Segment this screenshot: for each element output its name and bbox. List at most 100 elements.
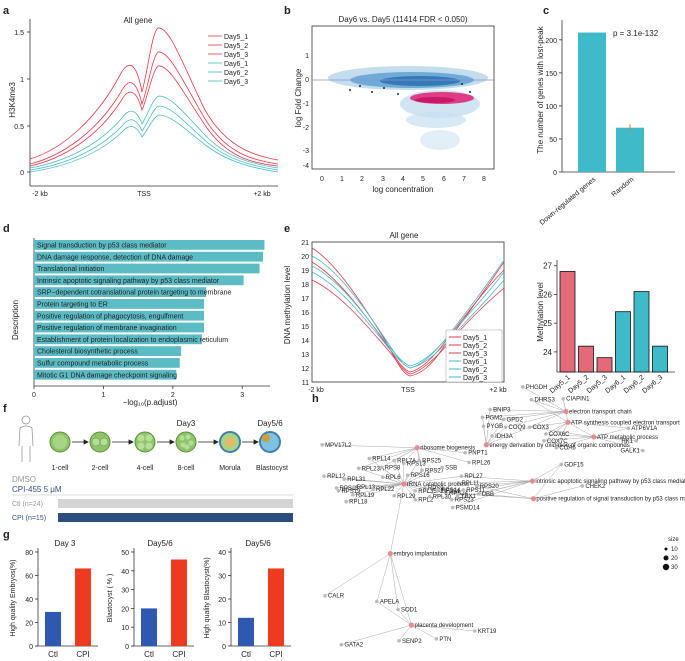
network-label-bnip3: BNIP3 xyxy=(493,408,511,414)
panel-a-line-day6-1 xyxy=(29,95,279,169)
panel-e-xtick-2: +2 kb xyxy=(489,387,506,394)
network-node-rps27 xyxy=(420,468,424,473)
panel-e-line-day5-3 xyxy=(311,279,505,375)
network-label-ybx1: YBX1 xyxy=(461,494,477,500)
g1-bar-0 xyxy=(45,611,61,646)
network-label-eif2s1: EIF2S1 xyxy=(440,489,461,495)
ctl-label: Ctl (n=24) xyxy=(12,501,43,508)
panel-e-line-day6-3 xyxy=(311,271,505,369)
stage-label-3: 8-cell xyxy=(178,465,195,472)
network-node-rps19 xyxy=(336,489,341,493)
network-node-hk1 xyxy=(634,439,638,443)
network-edge-47 xyxy=(403,467,443,485)
network-edge-79 xyxy=(324,553,391,596)
network-node-senp2 xyxy=(397,639,401,643)
panel-b-ytick-4: -3 xyxy=(303,148,309,155)
network-label-rps25: RPS25 xyxy=(422,458,442,464)
d-xtick-2: 2 xyxy=(171,392,175,399)
network-edge-6 xyxy=(505,411,567,428)
d-xtick-3: 3 xyxy=(240,392,244,399)
stage-label-2: 4-cell xyxy=(137,465,154,472)
g3-title: Day5/6 xyxy=(245,539,271,548)
panel-b-xtick-0: 0 xyxy=(320,176,324,183)
network-label-gpd2: GPD2 xyxy=(507,417,524,423)
svg-text:2: 2 xyxy=(360,176,364,183)
svg-text:0: 0 xyxy=(320,176,324,183)
network-label-mpv17l2: MPV17L2 xyxy=(325,443,352,449)
network-label-ssb: SSB xyxy=(445,465,457,471)
svg-text:8: 8 xyxy=(482,176,486,183)
network-label-rps23: RPS23 xyxy=(455,498,475,504)
network-edge-65 xyxy=(461,475,533,482)
network-node-bnip3 xyxy=(488,407,492,412)
network-edge-4 xyxy=(490,409,567,412)
panel-e-legend-0: Day5_1 xyxy=(463,335,487,342)
network-edge-84 xyxy=(397,609,412,626)
c-bar-0 xyxy=(578,32,606,173)
network-edge-12 xyxy=(567,422,594,438)
panel-a-xtick-2: +2 kb xyxy=(253,191,270,198)
network-label-electron-transport-chain: electron transport chain xyxy=(569,409,632,415)
network-edge-54 xyxy=(353,483,404,488)
network-node-rpl14 xyxy=(367,456,372,461)
network-label-energy-derivation-by-oxidation-of-organi: energy derivation by oxidation of organi… xyxy=(489,443,629,449)
e-ytick-4: 15 xyxy=(301,324,309,331)
panel-b-xtick-3: 3 xyxy=(381,176,385,183)
network-node-idh3a xyxy=(490,434,494,438)
svg-text:0.5: 0.5 xyxy=(14,124,24,131)
network-node-rpl6 xyxy=(380,475,385,479)
panel-e-title: All gene xyxy=(390,231,419,240)
network-node-apela xyxy=(375,599,379,604)
c-bar-1 xyxy=(616,127,644,172)
network-edge-21 xyxy=(486,426,506,445)
network-label-rpl11: RPL11 xyxy=(461,481,480,487)
panel-d: Description −log₁₀(p.adjust) Signal tran… xyxy=(11,238,270,407)
g2-ytick-4: 40 xyxy=(121,569,129,576)
network-edge-0 xyxy=(522,386,567,412)
panel-a-line-day5-1 xyxy=(29,27,279,161)
g1-bar-1 xyxy=(75,568,91,646)
d-bar-6 xyxy=(34,310,205,321)
g3-bar-0 xyxy=(238,617,254,646)
ctl-bar xyxy=(58,499,293,508)
c-ytick-1: 50 xyxy=(549,137,557,144)
panel-b-xlabel: log concentration xyxy=(373,185,434,194)
eb-bar-3 xyxy=(615,311,631,373)
panel-e-legend-3: Day6_1 xyxy=(463,359,487,366)
d-bar-8 xyxy=(34,334,202,345)
d-bar-label-4: SRP−dependent cotranslational protein ta… xyxy=(37,290,231,297)
network-node-rpl29 xyxy=(392,493,396,498)
network-node-gpd2 xyxy=(501,417,506,422)
network-edge-56 xyxy=(373,483,404,490)
panel-d-ylabel: Description xyxy=(11,300,20,340)
panel-label-c: c xyxy=(543,5,549,17)
d-bar-label-10: Sulfur compound metabolic process xyxy=(37,361,149,368)
embryo-1cell xyxy=(49,431,71,453)
network-edge-63 xyxy=(403,483,416,500)
network-edge-31 xyxy=(417,447,466,453)
panel-e-legend-2: Day5_3 xyxy=(463,351,487,358)
network-edge-45 xyxy=(381,467,404,485)
d-bar-2 xyxy=(34,263,260,274)
d-bar-1 xyxy=(34,251,264,262)
g3-ytick-3: 30 xyxy=(218,574,226,581)
network-node-rrna-catabolic-process xyxy=(401,481,407,487)
network-node-rps24 xyxy=(444,491,448,495)
embryo-2cell xyxy=(89,431,111,453)
d-bar-0 xyxy=(34,240,265,250)
network-node-rps13 xyxy=(401,461,406,466)
network-edge-32 xyxy=(369,447,418,459)
network-node-rpl19 xyxy=(351,492,355,497)
network-label-idh3a: IDH3A xyxy=(495,434,513,440)
svg-text:1.5: 1.5 xyxy=(14,30,24,37)
network-label-placenta-development: placenta development xyxy=(414,623,473,629)
network-node-rpl23a xyxy=(356,466,361,471)
network-edge-72 xyxy=(532,464,562,482)
c-ytick-3: 150 xyxy=(545,71,557,78)
embryo-morula xyxy=(219,431,241,453)
d-bar-label-2: Translational initiation xyxy=(37,266,105,273)
panel-a-line-day5-2 xyxy=(29,51,279,165)
panel-a-ytick-1: 0.5 xyxy=(14,124,30,131)
arrows xyxy=(72,439,259,445)
network-edge-22 xyxy=(486,426,530,446)
